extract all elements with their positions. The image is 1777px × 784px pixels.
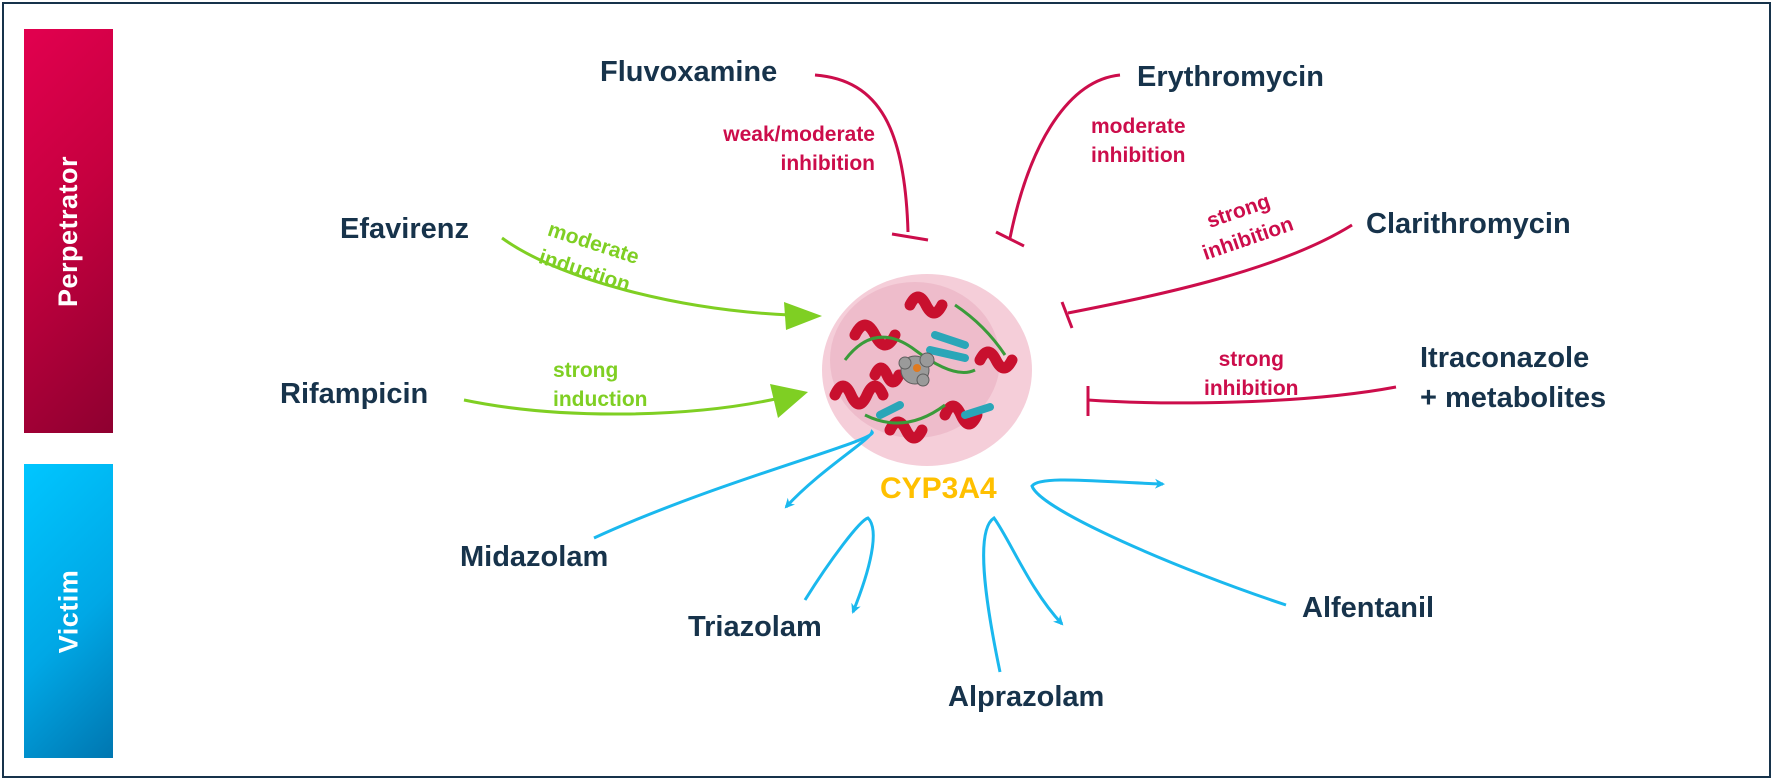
drug-rifampicin: Rifampicin <box>280 378 429 410</box>
erythromycin-inhibition-line <box>1008 73 1121 239</box>
drug-efavirenz: Efavirenz <box>340 213 469 245</box>
alprazolam-metabolism-arrow <box>982 515 1064 673</box>
efavirenz-induction-line <box>501 236 791 317</box>
rifampicin-induction-arrowhead <box>770 384 808 418</box>
clarithromycin-inhibition-bar <box>1060 301 1074 329</box>
erythromycin-effect-label: moderate inhibition <box>1091 112 1186 170</box>
fluvoxamine-inhibition-bar <box>891 232 929 242</box>
itraconazole-inhibition-line <box>1087 385 1397 405</box>
fluvoxamine-effect-label: weak/moderate inhibition <box>695 120 875 178</box>
drug-fluvoxamine: Fluvoxamine <box>600 56 778 88</box>
clarithromycin-inhibition-line <box>1067 223 1353 315</box>
drug-itraconazole: Itraconazole + metabolites <box>1420 338 1606 418</box>
cyp3a4-protein-structure <box>822 274 1032 466</box>
itraconazole-effect-line1: strong <box>1218 348 1284 371</box>
fluvoxamine-effect-line2: inhibition <box>780 152 875 175</box>
fluvoxamine-inhibition-line <box>814 73 910 233</box>
itraconazole-effect-line2: inhibition <box>1204 377 1299 400</box>
rifampicin-effect-line1: strong <box>553 359 619 382</box>
erythromycin-inhibition-bar <box>995 230 1025 248</box>
drug-midazolam: Midazolam <box>460 541 609 573</box>
midazolam-metabolism-arrow <box>593 429 874 540</box>
inhibition-connectors <box>814 73 1397 416</box>
erythromycin-effect-line2: inhibition <box>1091 144 1186 167</box>
victim-bar: Victim <box>24 464 113 758</box>
drug-clarithromycin: Clarithromycin <box>1366 208 1571 240</box>
perpetrator-bar: Perpetrator <box>24 29 113 433</box>
cyp3a4-label: CYP3A4 <box>880 472 997 505</box>
triazolam-metabolism-arrow <box>803 516 875 614</box>
itraconazole-metabolites: + metabolites <box>1420 382 1607 414</box>
drug-alfentanil: Alfentanil <box>1302 592 1435 624</box>
fluvoxamine-effect-line1: weak/moderate <box>723 123 875 146</box>
efavirenz-induction-arrowhead <box>784 302 822 330</box>
rifampicin-induction-line <box>463 396 781 416</box>
drug-triazolam: Triazolam <box>688 611 822 643</box>
induction-connectors <box>463 236 791 416</box>
rifampicin-effect-line2: induction <box>553 388 648 411</box>
itraconazole-name: Itraconazole <box>1420 342 1590 374</box>
drug-erythromycin: Erythromycin <box>1137 61 1324 93</box>
rifampicin-effect-label: strong induction <box>553 356 647 414</box>
itraconazole-effect-label: strong inhibition <box>1204 345 1298 403</box>
alfentanil-metabolism-arrow <box>1030 478 1287 607</box>
drug-alprazolam: Alprazolam <box>948 681 1105 713</box>
erythromycin-effect-line1: moderate <box>1091 115 1186 138</box>
